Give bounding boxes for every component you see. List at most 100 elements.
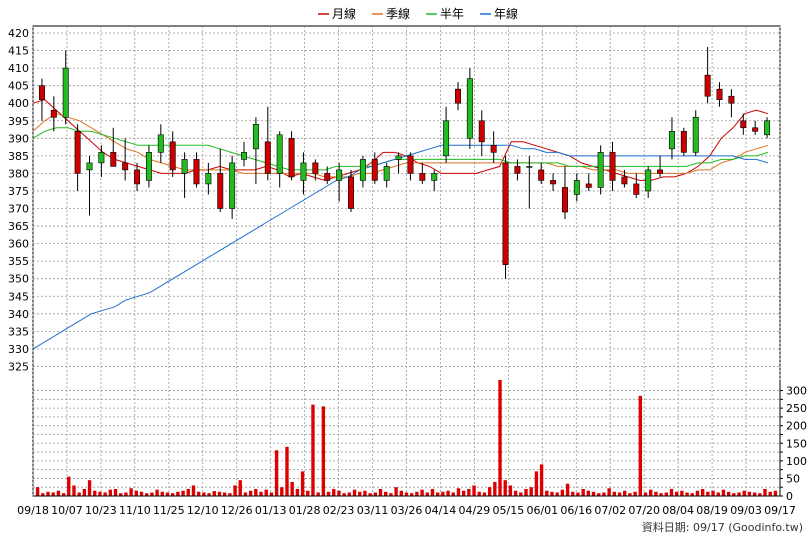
- candle-body: [621, 176, 628, 185]
- volume-bar: [269, 492, 274, 496]
- candle-body: [455, 88, 461, 104]
- volume-bar: [222, 492, 227, 496]
- price-tick-label: 335: [8, 325, 29, 338]
- volume-bar: [254, 488, 258, 496]
- volume-bar: [238, 480, 242, 496]
- legend: 月線 季線 半年 年線: [318, 6, 518, 21]
- volume-bar: [165, 492, 170, 496]
- price-tick-label: 380: [8, 167, 29, 180]
- candle-body: [514, 166, 521, 174]
- volume-bar: [768, 491, 772, 496]
- volume-bar: [435, 492, 440, 496]
- volume-bar: [493, 481, 497, 496]
- candle-body: [633, 183, 640, 195]
- volume-bar: [321, 406, 326, 496]
- price-tick-label: 420: [8, 27, 29, 40]
- volume-bar: [721, 489, 726, 496]
- price-tick-label: 340: [8, 308, 29, 321]
- volume-bar: [524, 488, 528, 496]
- volume-bar: [571, 491, 575, 496]
- candle-body: [490, 145, 497, 153]
- volume-bar: [399, 490, 403, 496]
- volume-y-axis: 0 50 100 150 200 250 300: [780, 385, 807, 503]
- volume-bar: [617, 492, 622, 496]
- price-grid: [32, 26, 781, 496]
- volume-bar: [358, 491, 362, 496]
- volume-bar: [643, 492, 648, 496]
- candle-body: [62, 67, 69, 118]
- x-tick-label: 07/20: [628, 504, 660, 517]
- volume-bar: [56, 490, 61, 496]
- volume-bar: [280, 487, 284, 496]
- x-tick-label: 12/26: [221, 504, 253, 517]
- volume-bar: [124, 492, 128, 496]
- volume-bar: [93, 490, 97, 496]
- volume-bar: [394, 487, 398, 496]
- volume-bar: [259, 491, 263, 496]
- volume-bar: [61, 493, 66, 496]
- volume-bar: [87, 480, 92, 496]
- candle-body: [668, 130, 675, 150]
- candle-body: [680, 130, 687, 153]
- x-tick-label: 08/19: [696, 504, 728, 517]
- x-tick-label: 09/17: [764, 504, 796, 517]
- volume-bar: [690, 493, 694, 496]
- candle-body: [157, 134, 164, 153]
- volume-bar: [612, 491, 617, 496]
- volume-bar: [467, 488, 471, 496]
- volume-bar: [425, 492, 429, 496]
- candle-body: [407, 155, 414, 174]
- volume-bar: [700, 488, 705, 496]
- x-tick-label: 11/10: [119, 504, 151, 517]
- legend-label-1: 季線: [386, 6, 410, 21]
- volume-bar: [633, 491, 637, 496]
- source-note: 資料日期: 09/17 (Goodinfo.tw): [642, 520, 803, 534]
- candle-body: [538, 169, 545, 181]
- volume-bar: [565, 483, 570, 496]
- volume-bar: [108, 489, 113, 496]
- candle-body: [657, 169, 664, 174]
- candle-body: [609, 152, 616, 181]
- volume-bar: [332, 488, 336, 496]
- volume-bar: [103, 492, 107, 496]
- candle-body: [181, 159, 188, 174]
- volume-tick-label: 100: [786, 455, 807, 468]
- volume-bar: [404, 492, 409, 496]
- candle-body: [98, 152, 105, 164]
- volume-bar: [181, 490, 185, 496]
- volume-bar: [513, 490, 518, 496]
- volume-bar: [160, 491, 164, 496]
- volume-bar: [560, 489, 565, 496]
- x-tick-label: 06/01: [526, 504, 558, 517]
- volume-bar: [623, 490, 627, 496]
- volume-bar: [659, 493, 663, 496]
- x-tick-label: 06/16: [560, 504, 592, 517]
- candle-body: [252, 123, 259, 150]
- candle-body: [752, 127, 759, 132]
- volume-bar: [264, 489, 268, 496]
- volume-tick-label: 50: [786, 472, 800, 485]
- volume-bar: [534, 471, 539, 496]
- price-tick-label: 345: [8, 290, 29, 303]
- candle-body: [50, 109, 57, 118]
- volume-bars: [35, 380, 778, 496]
- price-tick-label: 410: [8, 62, 29, 75]
- volume-bar: [415, 491, 419, 496]
- candle-body: [312, 162, 319, 174]
- candle-body: [169, 141, 176, 171]
- x-tick-label: 04/29: [459, 504, 491, 517]
- volume-bar: [134, 490, 139, 496]
- volume-bar: [306, 490, 310, 496]
- volume-bar: [326, 491, 331, 496]
- volume-tick-label: 150: [786, 437, 807, 450]
- volume-bar: [248, 490, 253, 496]
- x-tick-label: 12/10: [187, 504, 219, 517]
- candle-body: [526, 166, 533, 168]
- volume-bar: [607, 488, 611, 496]
- volume-bar: [119, 493, 123, 496]
- x-tick-label: 02/23: [323, 504, 355, 517]
- volume-bar: [46, 491, 50, 496]
- volume-bar: [342, 493, 346, 496]
- legend-label-3: 年線: [494, 6, 518, 21]
